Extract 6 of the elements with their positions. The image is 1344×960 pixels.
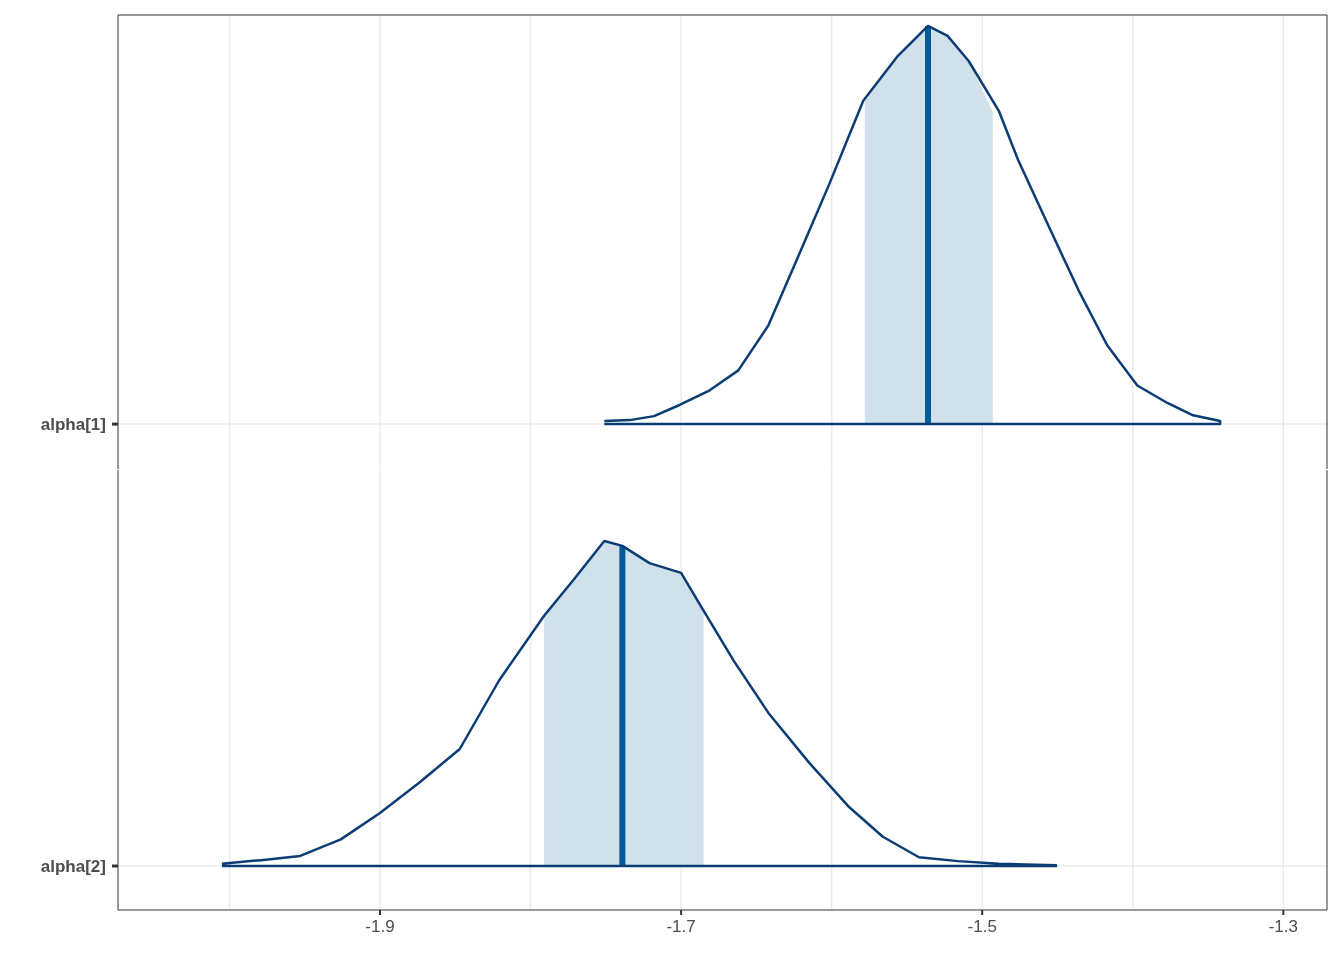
text: alpha[2] [40,857,106,876]
x-tick-label: -1.9 [365,917,395,936]
text: alpha[1] [40,415,106,435]
x-tick-label: -1.3 [1268,917,1298,936]
x-tick-label: -1.7 [666,917,696,936]
x-tick-label: -1.5 [967,917,997,936]
